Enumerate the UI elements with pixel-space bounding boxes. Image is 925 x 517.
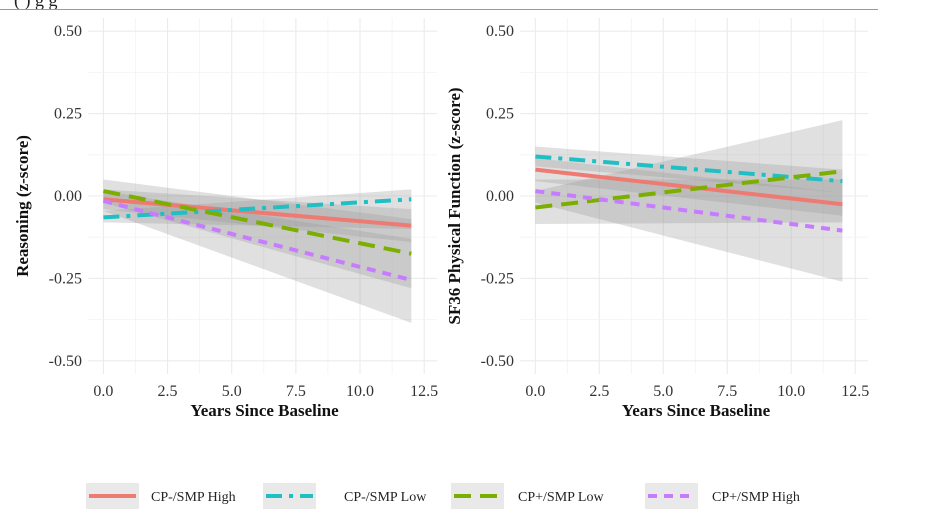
panel-1: 0.0 2.5 5.0 7.5 10.0 12.5 0.50 0.25 0.00 -0.25 -0.…	[13, 18, 438, 420]
ci-band	[535, 146, 843, 193]
x-tick-label: 5.0	[653, 383, 673, 400]
legend-item: CP+/SMP Low	[451, 483, 604, 509]
y-tick-label: 0.25	[486, 106, 514, 123]
x-tick-label: 0.0	[93, 383, 113, 400]
x-tick-label: 7.5	[717, 383, 737, 400]
y-axis-title: Reasoning (z-score)	[13, 135, 32, 277]
y-tick-label: -0.50	[49, 353, 82, 370]
legend-label: CP-/SMP High	[151, 490, 236, 505]
header-text-fragment: ( ) g g	[14, 0, 58, 10]
legend-item: CP-/SMP High	[86, 483, 236, 509]
x-tick-label: 12.5	[410, 383, 438, 400]
x-tick-label: 0.0	[525, 383, 545, 400]
x-tick-label: 10.0	[346, 383, 374, 400]
series-line	[102, 189, 412, 256]
y-tick-label: 0.25	[54, 106, 82, 123]
y-tick-label: 0.00	[54, 188, 82, 205]
grid	[520, 18, 868, 374]
legend-label: CP+/SMP Low	[518, 490, 604, 505]
x-tick-label: 2.5	[589, 383, 609, 400]
y-tick-label: -0.25	[49, 270, 82, 287]
x-axis-title: Years Since Baseline	[622, 401, 771, 420]
ci-band	[103, 189, 412, 243]
y-tick-label: -0.25	[481, 270, 514, 287]
x-axis-title: Years Since Baseline	[190, 401, 339, 420]
panel-2: 0.0 2.5 5.0 7.5 10.0 12.5 0.50 0.25 0.00 -0.25 -0.…	[445, 18, 869, 420]
x-tick-label: 2.5	[158, 383, 178, 400]
legend-item: CP+/SMP High	[645, 483, 800, 509]
y-tick-label: 0.50	[54, 23, 82, 40]
x-tick-label: 7.5	[286, 383, 306, 400]
series-line	[535, 167, 843, 207]
series-line	[535, 189, 843, 233]
y-tick-label: 0.00	[486, 188, 514, 205]
x-tick-label: 10.0	[777, 383, 805, 400]
ci-band	[103, 191, 412, 323]
x-tick-label: 5.0	[222, 383, 242, 400]
legend-item: CP-/SMP Low	[263, 483, 427, 509]
legend-label: CP+/SMP High	[712, 490, 800, 505]
ci-band	[535, 120, 843, 225]
series-line	[103, 197, 412, 228]
ci-band	[535, 179, 843, 282]
legend: CP-/SMP High CP-/SMP Low CP+/SMP Low CP+/SM…	[86, 483, 800, 509]
x-tick-label: 12.5	[841, 383, 869, 400]
legend-label: CP-/SMP Low	[344, 490, 427, 505]
grid	[88, 18, 437, 374]
y-axis-title: SF36 Physical Function (z-score)	[445, 87, 464, 324]
y-tick-label: 0.50	[486, 23, 514, 40]
header-divider	[0, 9, 878, 10]
y-tick-label: -0.50	[481, 353, 514, 370]
series-line	[102, 199, 412, 282]
